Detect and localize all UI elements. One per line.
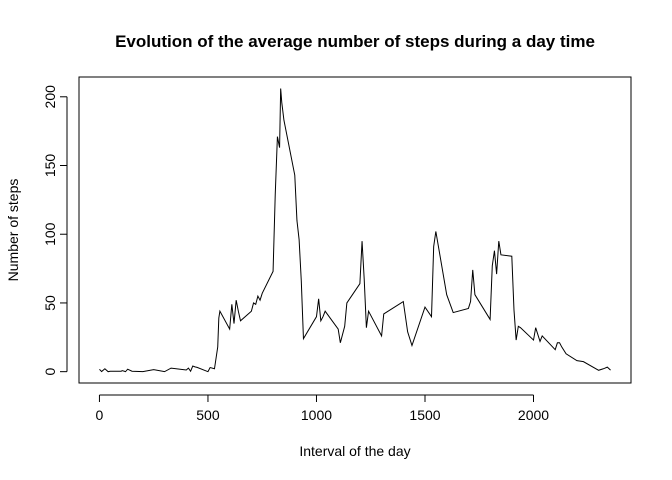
x-tick-label: 1000: [301, 407, 332, 423]
chart-title: Evolution of the average number of steps…: [115, 32, 595, 51]
y-tick-label: 50: [42, 295, 58, 311]
y-axis-label: Number of steps: [5, 179, 21, 282]
x-tick-label: 2000: [518, 407, 549, 423]
x-tick-label: 500: [196, 407, 220, 423]
plot-box: [78, 76, 632, 384]
data-line: [99, 88, 611, 373]
y-tick-label: 0: [42, 368, 58, 376]
y-tick-label: 200: [42, 85, 58, 109]
x-tick-label: 0: [96, 407, 104, 423]
x-tick-label: 1500: [409, 407, 440, 423]
x-axis-label: Interval of the day: [299, 443, 410, 459]
y-tick-label: 150: [42, 154, 58, 178]
y-tick-label: 100: [42, 222, 58, 246]
